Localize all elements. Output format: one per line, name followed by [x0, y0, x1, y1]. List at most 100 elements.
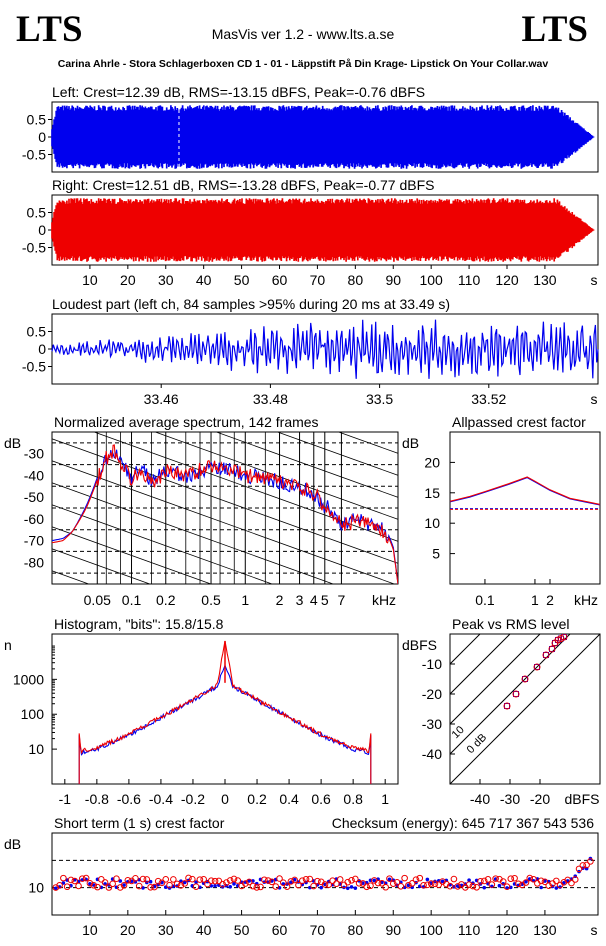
right-xtick-label: 130: [533, 272, 557, 288]
shortcrest-xtick-label: 30: [158, 922, 174, 938]
shortcrest-ylabel: dB: [4, 836, 21, 852]
shortcrest-xunit: s: [591, 922, 598, 938]
shortcrest-point: [94, 883, 101, 891]
shortcrest-point: [568, 879, 575, 887]
spectrum-slope-line: [93, 432, 398, 542]
shortcrest-point: [583, 861, 590, 869]
shortcrest-xtick-label: 110: [458, 922, 481, 938]
spectrum-plot: [52, 432, 398, 584]
shortcrest-point: [86, 879, 94, 887]
shortcrest-point: [162, 876, 170, 883]
shortcrest-point: [279, 879, 287, 886]
peakrms-point: [513, 691, 519, 697]
shortcrest-point: [276, 875, 283, 882]
spectrum-ytick-label: -70: [24, 533, 44, 549]
histogram-xtick-label: 0: [221, 791, 229, 807]
allpass-ylabel: dB: [402, 435, 419, 451]
peakrms-ylabel: dBFS: [402, 637, 437, 653]
shortcrest-point: [211, 877, 219, 885]
peakrms-xtick-label: -20: [530, 791, 550, 807]
allpass-ytick-label: 5: [432, 546, 440, 562]
peakrms-point: [548, 645, 556, 653]
peakrms-crest-line: [450, 634, 511, 695]
peakrms-point: [521, 675, 529, 683]
spectrum-xtick-label: 2: [276, 592, 284, 608]
shortcrest-point: [166, 881, 173, 889]
shortcrest-point: [242, 880, 249, 887]
allpass-xunit: kHz: [574, 592, 598, 608]
shortcrest-point: [503, 883, 511, 891]
shortcrest-point: [363, 883, 371, 891]
spectrum-slope-line: [52, 438, 398, 564]
right-waveform: [51, 198, 595, 262]
shortcrest-point: [522, 879, 530, 886]
shortcrest-point: [82, 874, 90, 882]
shortcrest-point: [469, 882, 477, 890]
shortcrest-point: [482, 885, 487, 890]
shortcrest-point: [120, 882, 128, 889]
peakrms-point: [503, 702, 511, 710]
shortcrest-point: [427, 880, 435, 887]
shortcrest-xtick-label: 120: [495, 922, 519, 938]
histogram-xtick-label: 0.4: [279, 791, 299, 807]
allpass-xtick-label: 1: [531, 592, 539, 608]
shortcrest-point: [170, 876, 177, 883]
shortcrest-point: [105, 884, 113, 891]
shortcrest-point: [587, 858, 594, 865]
shortcrest-point: [511, 874, 518, 882]
shortcrest-point: [245, 878, 253, 886]
spectrum-slope-line: [52, 548, 151, 584]
shortcrest-point: [325, 881, 333, 888]
histogram-xtick-label: -0.6: [117, 791, 141, 807]
shortcrest-point: [287, 878, 295, 885]
loudest-xtick-label: 33.46: [144, 391, 179, 407]
shortcrest-point: [182, 880, 187, 885]
right-xtick-label: 120: [495, 272, 519, 288]
shortcrest-point: [116, 884, 124, 891]
peakrms-ytick-label: -30: [422, 716, 442, 732]
shortcrest-checksum: Checksum (energy): 645 717 367 543 536: [332, 815, 594, 831]
shortcrest-ytick-label: 10: [28, 880, 44, 896]
histogram-xtick-label: -1: [59, 791, 72, 807]
peakrms-frame: [449, 633, 601, 785]
shortcrest-point: [71, 877, 79, 885]
shortcrest-xtick-label: 90: [385, 922, 401, 938]
histogram-ytick-label: 10: [28, 741, 44, 757]
shortcrest-point: [302, 875, 310, 883]
peakrms-point: [542, 651, 550, 659]
shortcrest-point: [139, 875, 147, 883]
spectrum-slope-line: [215, 432, 398, 498]
shortcrest-point: [571, 876, 579, 883]
shortcrest-xtick-label: 20: [120, 922, 136, 938]
shortcrest-point: [393, 878, 401, 886]
shortcrest-point: [147, 883, 154, 891]
allpass-ytick-label: 10: [424, 515, 440, 531]
spectrum-xtick-label: 0.05: [84, 592, 111, 608]
peakrms-ytick-label: -40: [422, 746, 442, 762]
shortcrest-point: [188, 875, 196, 883]
right-xtick-label: 80: [348, 272, 364, 288]
peakrms-ytick-label: -10: [422, 656, 442, 672]
shortcrest-point: [306, 875, 314, 883]
spectrum-xtick-label: 0.5: [201, 592, 221, 608]
shortcrest-point: [295, 881, 302, 889]
shortcrest-point: [230, 875, 238, 883]
shortcrest-xtick-label: 130: [533, 922, 557, 938]
shortcrest-point: [378, 879, 386, 887]
allpass-xtick-label: 0.1: [475, 592, 495, 608]
shortcrest-point: [272, 883, 280, 890]
shortcrest-xtick-label: 70: [310, 922, 326, 938]
shortcrest-xtick-label: 10: [82, 922, 98, 938]
shortcrest-xtick-label: 40: [196, 922, 212, 938]
shortcrest-point: [480, 877, 488, 885]
shortcrest-point: [443, 880, 450, 888]
right-xtick-label: 50: [234, 272, 250, 288]
histogram-ylabel: n: [4, 637, 12, 653]
spectrum-slope-line: [154, 432, 398, 520]
histogram-ytick-label: 100: [21, 706, 45, 722]
shortcrest-point: [405, 881, 412, 889]
shortcrest-point: [213, 884, 217, 888]
shortcrest-point: [473, 883, 480, 891]
shortcrest-point: [333, 880, 340, 888]
